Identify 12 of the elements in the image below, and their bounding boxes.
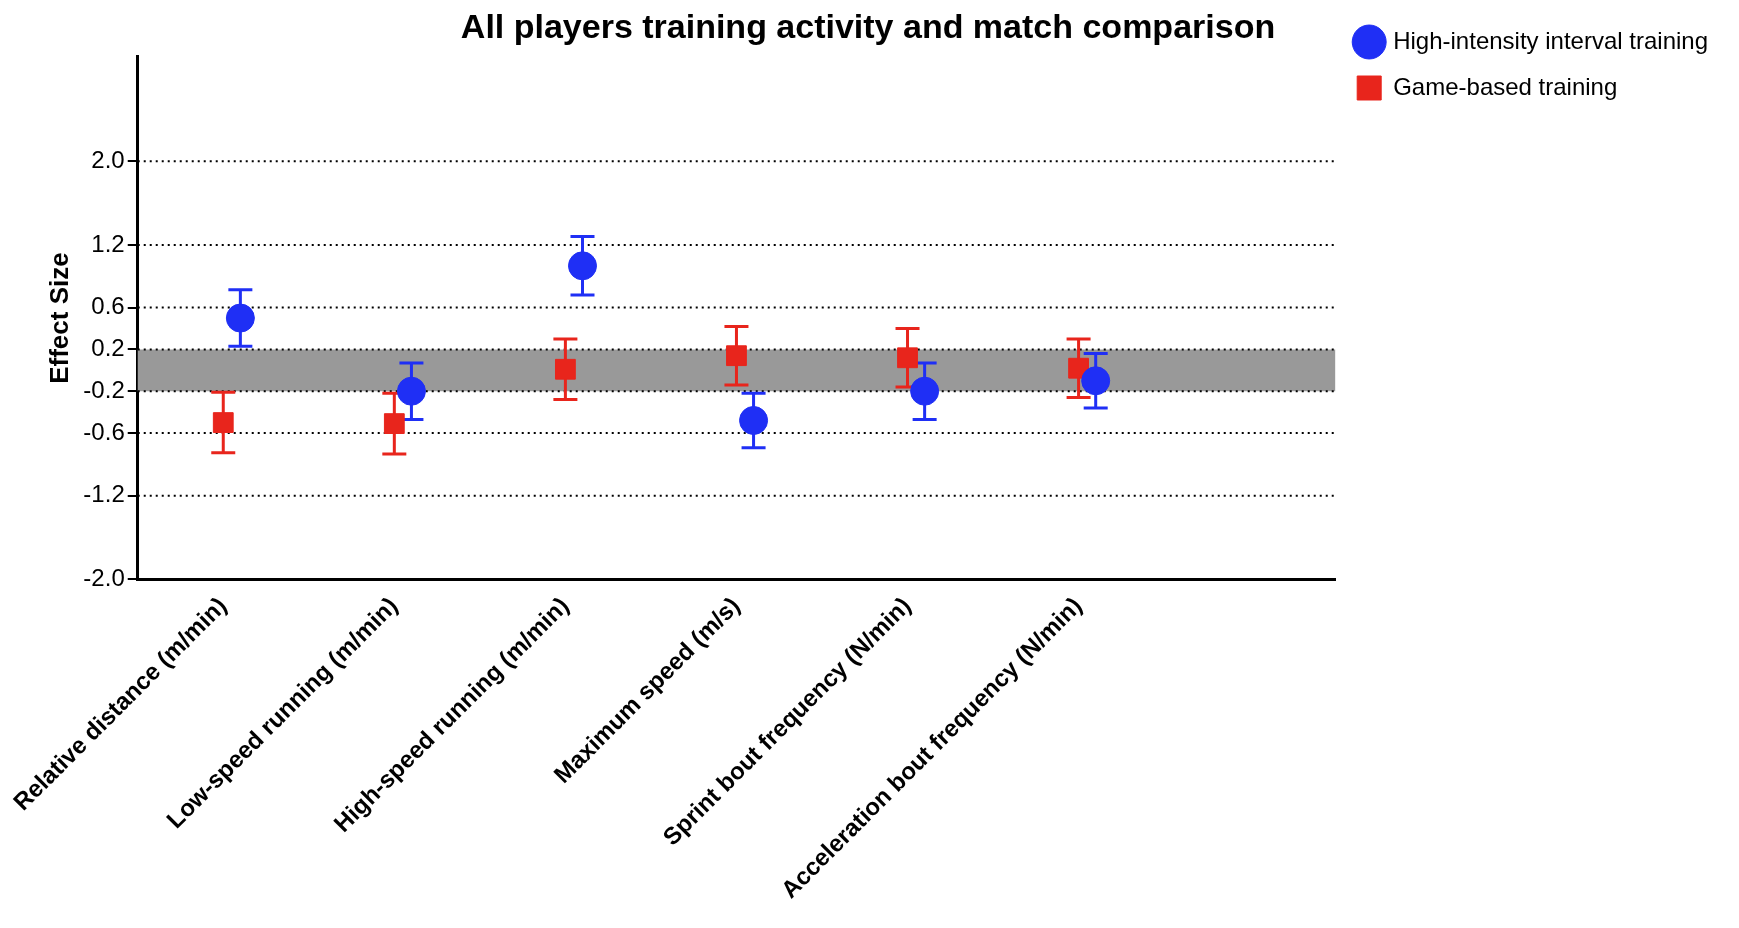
y-tick-label: 0.2: [91, 334, 125, 362]
y-tick-label: 1.2: [91, 229, 125, 257]
y-tick-label: -0.2: [83, 375, 125, 403]
legend-label: Game-based training: [1393, 72, 1618, 100]
y-tick-label: -0.6: [83, 417, 125, 445]
y-tick-label: 0.6: [91, 292, 125, 320]
chart-title: All players training activity and match comparison: [460, 6, 1276, 45]
y-axis-title: Effect Size: [43, 252, 74, 384]
y-tick-label: 2.0: [91, 145, 125, 173]
y-tick-label: -2.0: [83, 563, 125, 591]
y-tick-label: -1.2: [83, 480, 125, 508]
legend-label: High-intensity interval training: [1393, 26, 1708, 54]
